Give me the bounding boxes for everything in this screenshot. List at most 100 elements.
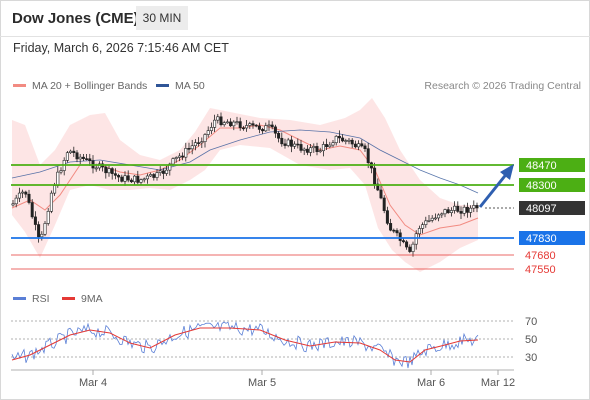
- candle-body: [37, 224, 41, 238]
- candle-body: [363, 145, 367, 150]
- candlestick: [149, 172, 153, 177]
- candlestick: [49, 190, 53, 214]
- candle-body: [430, 217, 434, 221]
- candlestick: [315, 142, 319, 156]
- candlestick: [11, 199, 15, 207]
- candlestick: [277, 131, 281, 143]
- candle-body: [411, 243, 415, 252]
- candlestick: [120, 174, 124, 183]
- candle-body: [302, 148, 306, 151]
- candle-body: [312, 146, 316, 149]
- rsi-panel: 70 50 30: [11, 316, 537, 369]
- candlestick: [75, 150, 79, 163]
- legend-bollinger: MA 20 + Bollinger Bands: [13, 80, 147, 92]
- candlestick: [190, 139, 194, 155]
- candlestick: [414, 230, 418, 250]
- candle-body: [81, 156, 85, 159]
- candle-body: [385, 210, 389, 224]
- candlestick: [325, 138, 329, 151]
- candle-body: [277, 132, 281, 139]
- candlestick: [30, 199, 34, 219]
- candle-body: [46, 211, 50, 224]
- candle-body: [113, 173, 117, 176]
- candlestick: [209, 122, 213, 135]
- candle-body: [158, 170, 162, 173]
- candle-body: [353, 143, 357, 148]
- candlestick: [472, 200, 476, 213]
- price-label-48470: 48470: [526, 160, 557, 172]
- candlestick: [283, 138, 287, 149]
- candlestick: [353, 140, 357, 149]
- candlestick: [97, 161, 101, 171]
- candle-body: [190, 145, 194, 150]
- candlestick: [427, 215, 431, 223]
- last-price-box: [519, 201, 585, 215]
- candlestick: [405, 240, 409, 250]
- candlestick: [181, 152, 185, 161]
- candle-body: [155, 172, 159, 178]
- candle-body: [289, 139, 293, 147]
- rsi-9ma-line: [11, 327, 479, 363]
- candle-body: [17, 192, 21, 199]
- candlestick: [145, 173, 149, 184]
- candlestick: [456, 201, 460, 213]
- candlestick: [225, 119, 229, 124]
- candlestick: [417, 225, 421, 239]
- x-label-mar-4: Mar 4: [79, 377, 107, 389]
- candle-body: [149, 174, 153, 177]
- x-label-mar-5: Mar 5: [248, 377, 276, 389]
- candle-body: [238, 121, 242, 129]
- candlestick: [443, 208, 447, 218]
- candle-body: [69, 150, 73, 154]
- candlestick: [257, 122, 261, 134]
- candle-body: [296, 143, 300, 146]
- candle-body: [184, 148, 188, 158]
- candle-body: [270, 124, 274, 128]
- candle-body: [331, 142, 335, 146]
- candle-body: [421, 224, 425, 229]
- candlestick: [158, 166, 162, 176]
- candle-body: [465, 206, 469, 213]
- candle-body: [75, 152, 79, 160]
- candle-body: [398, 232, 402, 241]
- x-label-mar-6: Mar 6: [417, 377, 445, 389]
- price-levels: 48470 48300 48097 47830 47680 47550: [11, 158, 585, 276]
- candlestick: [117, 173, 121, 183]
- timeframe-button[interactable]: 30 MIN: [136, 6, 188, 30]
- candle-body: [245, 125, 249, 129]
- candlestick: [350, 138, 354, 148]
- candle-body: [168, 163, 172, 171]
- candlestick: [113, 168, 117, 180]
- legend-rsi-swatch: [13, 296, 26, 300]
- candlestick: [385, 206, 389, 226]
- candle-body: [24, 191, 28, 195]
- candle-body: [229, 121, 233, 127]
- candlestick: [309, 143, 313, 157]
- candle-body: [254, 124, 258, 127]
- candle-body: [206, 130, 210, 135]
- candle-body: [341, 137, 345, 142]
- candlestick: [280, 132, 284, 147]
- candlestick: [344, 138, 348, 145]
- candle-body: [21, 191, 25, 194]
- legend-ma50: MA 50: [156, 80, 205, 92]
- price-label-48097: 48097: [526, 203, 557, 215]
- candle-body: [257, 125, 261, 130]
- candle-body: [350, 139, 354, 145]
- candle-body: [462, 206, 466, 214]
- candle-body: [88, 158, 92, 162]
- candle-body: [321, 144, 325, 152]
- candlestick: [446, 207, 450, 214]
- legend-9ma-label: 9MA: [81, 293, 103, 305]
- candle-body: [315, 146, 319, 152]
- candlestick: [248, 121, 252, 129]
- candlestick: [238, 117, 242, 131]
- candlestick: [219, 112, 223, 127]
- candle-body: [337, 135, 341, 139]
- candlestick: [129, 178, 133, 183]
- candlestick: [174, 156, 178, 163]
- candle-body: [379, 189, 383, 199]
- candlestick: [133, 175, 137, 186]
- candlestick: [302, 147, 306, 155]
